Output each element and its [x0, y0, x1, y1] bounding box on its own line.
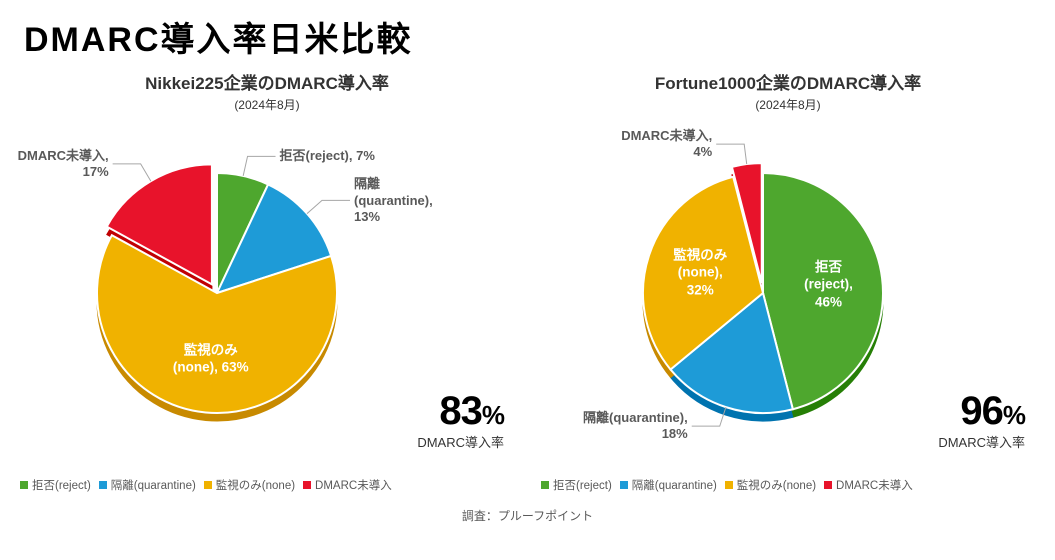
legend-label: 監視のみ(none) — [216, 477, 295, 493]
stat-label: DMARC導入率 — [938, 432, 1025, 451]
slice-label-quarantine: 隔離 (quarantine), 13% — [354, 176, 433, 225]
legend-swatch — [99, 481, 107, 489]
legend-swatch — [725, 481, 733, 489]
chart-subtitle: (2024年8月) — [533, 96, 1043, 113]
legend: 拒否(reject) 隔離(quarantine) 監視のみ(none) DMARC未… — [12, 473, 522, 493]
slice-label-not_adopted: DMARC未導入, 4% — [602, 128, 712, 161]
chart-title: Nikkei225企業のDMARC導入率 — [12, 69, 522, 94]
legend-label: 拒否(reject) — [32, 477, 91, 493]
legend-swatch — [620, 481, 628, 489]
legend-item-reject: 拒否(reject) — [20, 477, 91, 493]
legend-swatch — [204, 481, 212, 489]
source-attribution: 調査：プルーフポイント — [0, 507, 1055, 524]
legend-label: 監視のみ(none) — [737, 477, 816, 493]
legend-item-none: 監視のみ(none) — [725, 477, 816, 493]
pie-chart: 拒否(reject), 7% 隔離 (quarantine), 13% 監視のみ (… — [12, 113, 522, 473]
slice-label-not_adopted: DMARC未導入, 17% — [0, 148, 109, 181]
legend-swatch — [303, 481, 311, 489]
legend-item-quarantine: 隔離(quarantine) — [620, 477, 717, 493]
page-title: DMARC導入率日米比較 — [0, 0, 1055, 69]
charts-container: Nikkei225企業のDMARC導入率 (2024年8月) 拒否(reject… — [0, 69, 1055, 493]
legend-label: 隔離(quarantine) — [111, 477, 196, 493]
legend-item-reject: 拒否(reject) — [541, 477, 612, 493]
legend-item-none: 監視のみ(none) — [204, 477, 295, 493]
slice-label-quarantine: 隔離(quarantine), 18% — [578, 410, 688, 443]
slice-label-none: 監視のみ (none), 32% — [673, 246, 727, 299]
pie-chart: 拒否 (reject), 46% 隔離(quarantine), 18% 監視のみ … — [533, 113, 1043, 473]
legend-label: DMARC未導入 — [315, 477, 392, 493]
stat-label: DMARC導入率 — [417, 432, 504, 451]
legend-label: 隔離(quarantine) — [632, 477, 717, 493]
chart-panel-nikkei: Nikkei225企業のDMARC導入率 (2024年8月) 拒否(reject… — [12, 69, 522, 493]
legend-item-not_adopted: DMARC未導入 — [303, 477, 392, 493]
chart-panel-fortune: Fortune1000企業のDMARC導入率 (2024年8月) 拒否 (rej… — [533, 69, 1043, 493]
stat-value: 96% — [938, 389, 1025, 434]
legend: 拒否(reject) 隔離(quarantine) 監視のみ(none) DMARC未… — [533, 473, 1043, 493]
chart-title: Fortune1000企業のDMARC導入率 — [533, 69, 1043, 94]
slice-label-reject: 拒否(reject), 7% — [280, 148, 375, 164]
legend-swatch — [541, 481, 549, 489]
slice-label-none: 監視のみ (none), 63% — [173, 341, 249, 376]
slice-label-reject: 拒否 (reject), 46% — [804, 258, 853, 311]
legend-swatch — [20, 481, 28, 489]
stat-value: 83% — [417, 389, 504, 434]
legend-label: 拒否(reject) — [553, 477, 612, 493]
chart-subtitle: (2024年8月) — [12, 96, 522, 113]
adoption-rate-stat: 83%DMARC導入率 — [417, 389, 504, 451]
legend-item-not_adopted: DMARC未導入 — [824, 477, 913, 493]
adoption-rate-stat: 96%DMARC導入率 — [938, 389, 1025, 451]
legend-item-quarantine: 隔離(quarantine) — [99, 477, 196, 493]
legend-label: DMARC未導入 — [836, 477, 913, 493]
legend-swatch — [824, 481, 832, 489]
